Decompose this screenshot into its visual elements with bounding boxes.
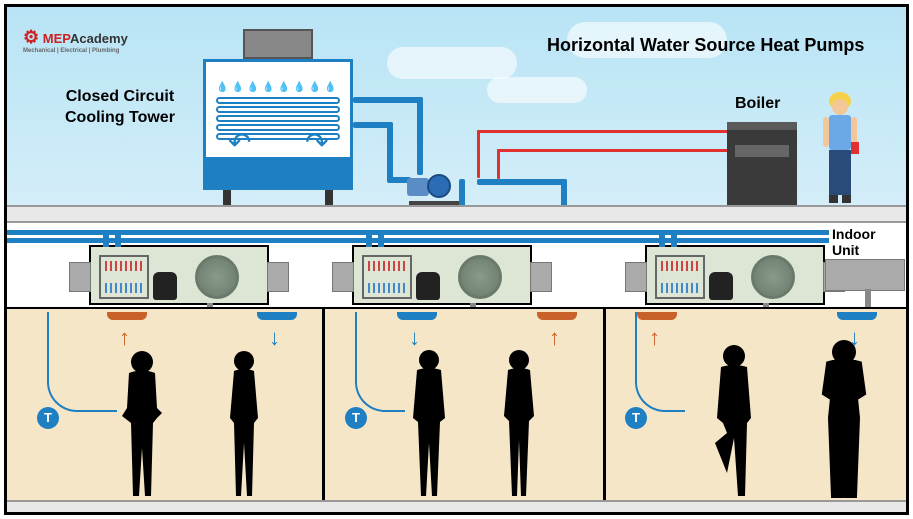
cw-pipe: [417, 97, 423, 175]
supply-duct-icon: [530, 262, 552, 292]
hp-coil-icon: [362, 255, 412, 299]
gear-icon: ⚙: [23, 27, 39, 47]
occupant-silhouette-icon: [117, 348, 167, 498]
branch-pipe: [378, 233, 384, 247]
cw-pipe: [477, 179, 567, 185]
heat-arrow-icon: ↑: [549, 325, 560, 351]
indoor-unit-3: [645, 245, 825, 305]
cw-pipe: [353, 97, 423, 103]
boiler-label: Boiler: [735, 95, 780, 113]
occupant-silhouette-icon: [407, 348, 452, 498]
thermostat: T: [625, 407, 647, 429]
loop-supply-main: [7, 230, 906, 235]
indoor-unit-1: [89, 245, 269, 305]
cloud: [487, 77, 587, 103]
tower-basin: [206, 157, 350, 187]
circulation-pump: [407, 172, 467, 207]
indoor-unit-2: [352, 245, 532, 305]
cool-arrow-icon: ↓: [269, 325, 280, 351]
room-wall: [603, 309, 606, 500]
occupant-silhouette-icon: [817, 338, 872, 498]
occupant-silhouette-icon: [497, 348, 542, 498]
loop-return-main: [7, 238, 906, 243]
supply-duct-icon: [825, 259, 905, 291]
branch-pipe: [659, 233, 665, 247]
hw-supply-pipe: [477, 130, 729, 133]
tower-body: 💧💧💧💧💧💧💧💧 ↶ ↶: [203, 59, 353, 190]
thermostat: T: [345, 407, 367, 429]
engineer-person-icon: [815, 87, 865, 207]
boiler: [727, 122, 797, 207]
tower-fan-icon: [243, 29, 313, 59]
hw-supply-pipe: [477, 130, 480, 178]
logo-right: Academy: [70, 31, 128, 46]
diagram-title: Horizontal Water Source Heat Pumps: [547, 35, 864, 56]
hp-coil-icon: [655, 255, 705, 299]
tower-legs: [213, 190, 343, 205]
compressor-icon: [153, 272, 177, 300]
logo-tagline: Mechanical | Electrical | Plumbing: [23, 48, 128, 54]
thermostat: T: [37, 407, 59, 429]
branch-pipe: [366, 233, 372, 247]
return-duct-icon: [625, 262, 647, 292]
branch-pipe: [103, 233, 109, 247]
blower-fan-icon: [751, 255, 795, 299]
thermostat-wire: [635, 312, 685, 412]
water-drops-icon: 💧💧💧💧💧💧💧💧: [216, 82, 340, 93]
floor-slab: [7, 500, 906, 512]
logo: ⚙ MEPAcademy Mechanical | Electrical | P…: [23, 27, 128, 54]
compressor-icon: [709, 272, 733, 300]
cw-pipe: [387, 122, 393, 182]
airflow-arrow-icon: ↶: [305, 126, 328, 159]
blower-fan-icon: [195, 255, 239, 299]
diagram-frame: ⚙ MEPAcademy Mechanical | Electrical | P…: [4, 4, 909, 515]
hp-coil-icon: [99, 255, 149, 299]
thermostat-wire: [47, 312, 117, 412]
diffuser-cooling: [257, 312, 297, 320]
indoor-unit-label: Indoor Unit: [829, 226, 906, 258]
blower-fan-icon: [458, 255, 502, 299]
airflow-arrow-icon: ↶: [228, 126, 251, 159]
cooling-tower: 💧💧💧💧💧💧💧💧 ↶ ↶: [203, 29, 353, 205]
return-duct-icon: [332, 262, 354, 292]
cooling-tower-label: Closed Circuit Cooling Tower: [65, 87, 175, 129]
branch-pipe: [671, 233, 677, 247]
compressor-icon: [416, 272, 440, 300]
room-wall: [322, 309, 325, 500]
hw-return-pipe: [497, 149, 729, 152]
pump-impeller-icon: [427, 174, 451, 198]
thermostat-wire: [355, 312, 405, 412]
roof-slab: [7, 205, 906, 223]
branch-pipe: [115, 233, 121, 247]
pump-motor-icon: [407, 178, 429, 196]
cloud: [387, 47, 517, 79]
return-duct-icon: [69, 262, 91, 292]
hw-return-pipe: [497, 149, 500, 179]
supply-duct-icon: [267, 262, 289, 292]
diffuser-cooling: [837, 312, 877, 320]
occupant-silhouette-icon: [222, 348, 267, 498]
logo-left: MEP: [43, 31, 70, 46]
ct-label-line2: Cooling Tower: [65, 109, 175, 126]
occupant-silhouette-icon: [707, 343, 762, 498]
ct-label-line1: Closed Circuit: [66, 88, 174, 105]
diffuser-heating: [537, 312, 577, 320]
